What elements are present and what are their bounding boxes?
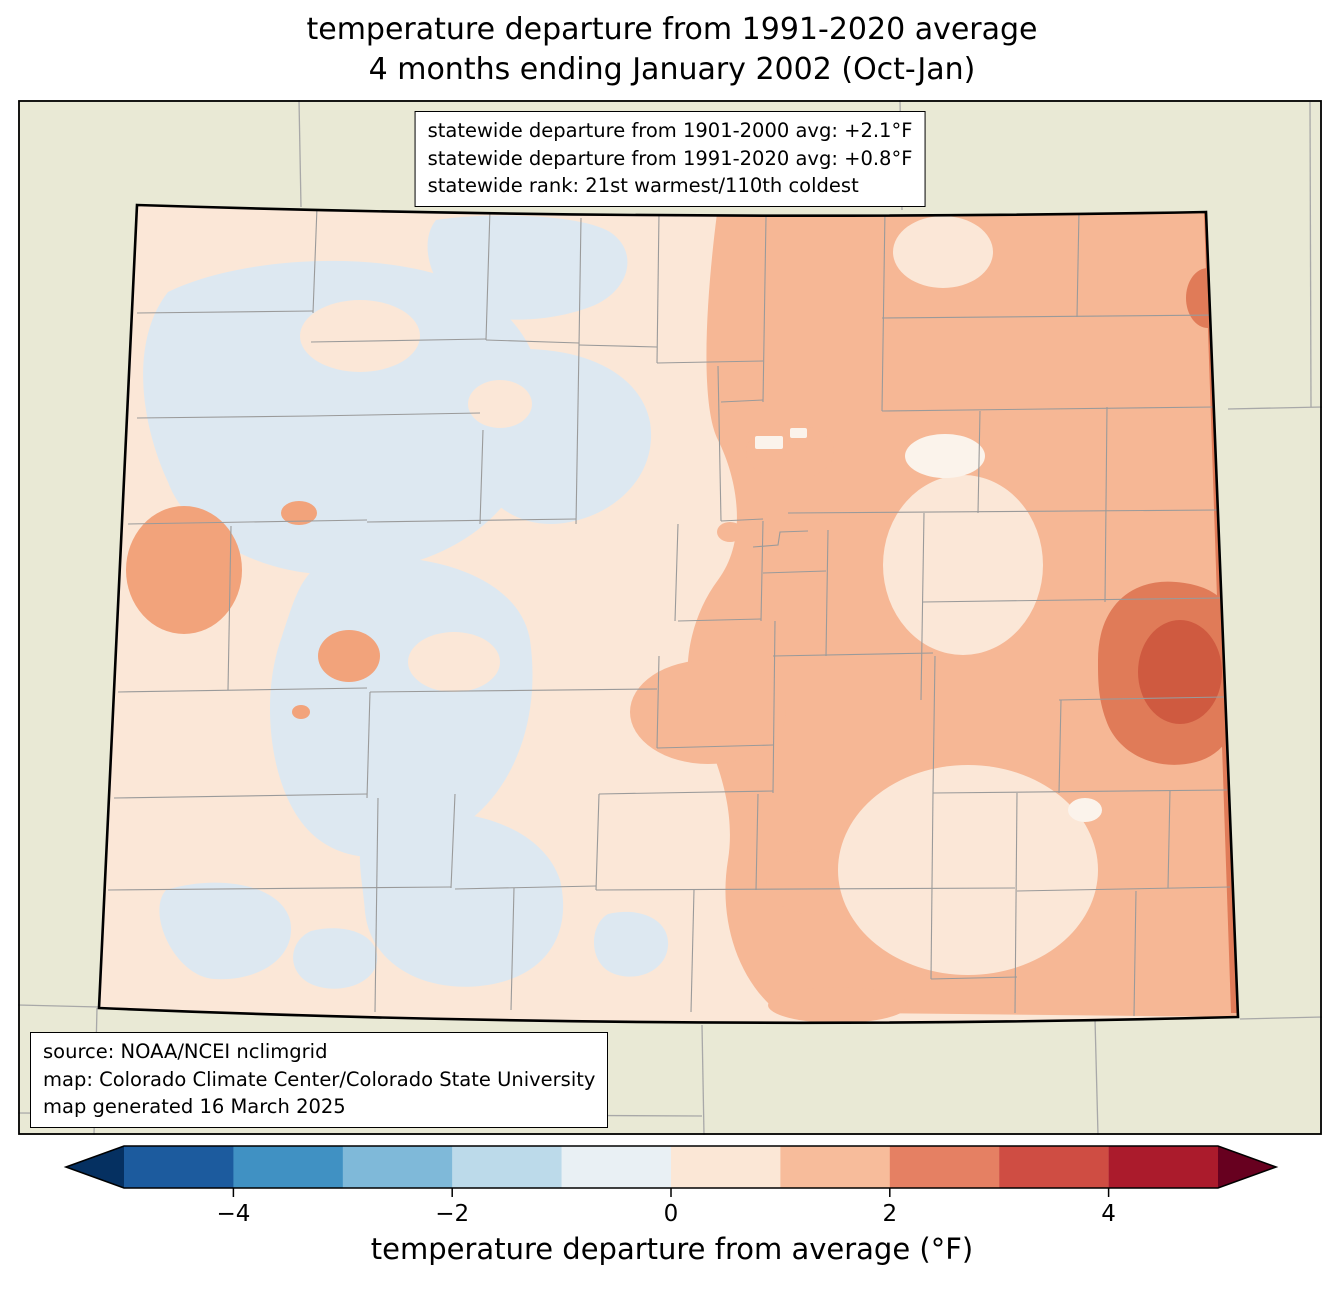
source-line-1: source: NOAA/NCEI nclimgrid (43, 1039, 328, 1063)
near-zero-patches (905, 434, 1102, 822)
colorbar: −4 −2 0 2 4 (63, 1145, 1279, 1227)
colorbar-tick-labels: −4 −2 0 2 4 (216, 1201, 1115, 1227)
colorbar-over-arrow (1218, 1146, 1276, 1188)
denver-metro-patches (755, 428, 807, 449)
colorbar-bin (671, 1146, 781, 1188)
stats-line-2: statewide departure from 1991-2020 avg: … (427, 146, 913, 170)
map-title-line1: temperature departure from 1991-2020 ave… (306, 12, 1038, 47)
map-axes-area: statewide departure from 1901-2000 avg: … (18, 100, 1322, 1135)
mild-patches-in-cool-region (300, 300, 532, 692)
map-title-line2: 4 months ending January 2002 (Oct-Jan) (368, 52, 976, 87)
county-boundaries (107, 206, 1231, 1017)
colorbar-bin (561, 1146, 672, 1188)
colorbar-bin (999, 1146, 1109, 1188)
colorado-map (18, 100, 1322, 1135)
colorbar-bin (780, 1146, 890, 1188)
stats-line-1: statewide departure from 1901-2000 avg: … (427, 119, 913, 142)
colorbar-bin (889, 1146, 1000, 1188)
axes-frame (18, 100, 1322, 1135)
tick-label: 2 (882, 1201, 897, 1227)
colorbar-bin (124, 1146, 234, 1188)
source-line-3: map generated 16 March 2025 (43, 1095, 346, 1119)
colorbar-axis-label: temperature departure from average (°F) (370, 1232, 974, 1266)
colorbar-bin (342, 1146, 453, 1188)
tick-label: 0 (664, 1201, 679, 1227)
statewide-stats-box: statewide departure from 1901-2000 avg: … (414, 111, 926, 208)
source-line-2: map: Colorado Climate Center/Colorado St… (43, 1067, 596, 1091)
stats-line-3: statewide rank: 21st warmest/110th colde… (427, 174, 859, 198)
mild-patches-in-warm-region (838, 216, 1098, 975)
source-attribution-box: source: NOAA/NCEI nclimgrid map: Colorad… (30, 1031, 609, 1128)
warm-spots-west (126, 501, 380, 719)
tick-label: −2 (435, 1201, 469, 1227)
hot-anomaly-core (1138, 620, 1222, 724)
colorbar-bin (1108, 1146, 1219, 1188)
colorbar-tick-marks (232, 1188, 1110, 1197)
colorbar-outline (63, 1145, 1279, 1189)
colorbar-under-arrow (66, 1146, 124, 1188)
colorbar-bin (452, 1146, 562, 1188)
colorbar-bin (233, 1146, 343, 1188)
tick-label: −4 (216, 1201, 250, 1227)
tick-label: 4 (1101, 1201, 1116, 1227)
colorado-state-border (97, 203, 1240, 1025)
colorbar-bins (124, 1146, 1219, 1188)
